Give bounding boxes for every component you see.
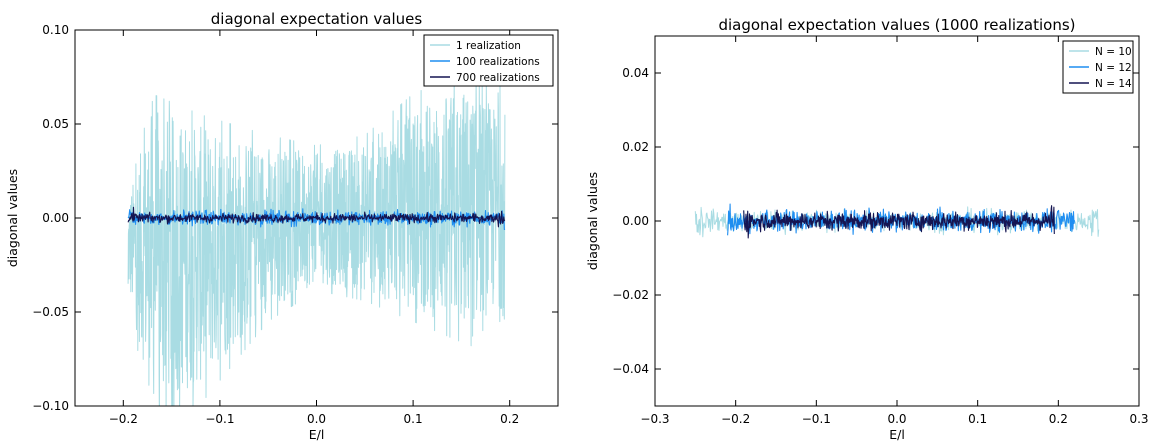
plot-area — [694, 203, 1100, 239]
y-axis-label: diagonal values — [5, 169, 20, 267]
y-tick-label: 0.04 — [622, 66, 649, 80]
y-tick-label: −0.05 — [32, 305, 69, 319]
y-tick-label: 0.05 — [42, 117, 69, 131]
y-tick-label: −0.10 — [32, 399, 69, 413]
y-tick-label: 0.02 — [622, 140, 649, 154]
legend-label: 100 realizations — [456, 56, 540, 68]
y-axis-label: diagonal values — [585, 172, 600, 270]
legend-label: N = 10 — [1095, 46, 1132, 58]
x-tick-label: −0.2 — [721, 412, 750, 426]
legend: N = 10 N = 12 N = 14 — [1062, 40, 1134, 94]
x-tick-label: −0.1 — [802, 412, 831, 426]
legend-label: 1 realization — [456, 40, 521, 52]
legend-label: 700 realizations — [456, 72, 540, 84]
y-tick-label: 0.00 — [622, 214, 649, 228]
legend-label: N = 14 — [1095, 78, 1132, 90]
chart-right: −0.3 −0.2 −0.1 0.0 0.1 0.2 0.3 −0.04 −0.02 0.00 0.… — [585, 16, 1149, 441]
series-line-3 — [127, 206, 506, 228]
x-axis-label: E/l — [889, 427, 905, 441]
y-tick-label: −0.04 — [612, 362, 649, 376]
y-tick-label: −0.02 — [612, 288, 649, 302]
legend: 1 realization 100 realizations 700 realiza… — [423, 34, 554, 87]
x-tick-label: −0.2 — [109, 412, 138, 426]
x-tick-label: 0.0 — [887, 412, 906, 426]
x-tick-label: 0.3 — [1129, 412, 1148, 426]
series-line-1 — [127, 75, 506, 406]
plot-area — [127, 75, 506, 406]
x-tick-label: −0.3 — [640, 412, 669, 426]
x-tick-label: −0.1 — [205, 412, 234, 426]
x-tick-label: 0.2 — [500, 412, 519, 426]
x-tick-label: 0.0 — [307, 412, 326, 426]
x-tick-label: 0.2 — [1049, 412, 1068, 426]
y-tick-label: 0.00 — [42, 211, 69, 225]
x-tick-label: 0.1 — [404, 412, 423, 426]
y-tick-label: 0.10 — [42, 23, 69, 37]
x-tick-label: 0.1 — [968, 412, 987, 426]
chart-title: diagonal expectation values — [211, 10, 423, 28]
chart-title: diagonal expectation values (1000 realiz… — [718, 16, 1075, 34]
chart-left: −0.2 −0.1 0.0 0.1 0.2 −0.10 −0.05 0.00 0.05 0.10 d… — [5, 10, 559, 441]
legend-label: N = 12 — [1095, 62, 1132, 74]
x-axis-label: E/l — [309, 427, 325, 441]
series-line-3 — [743, 205, 1055, 239]
